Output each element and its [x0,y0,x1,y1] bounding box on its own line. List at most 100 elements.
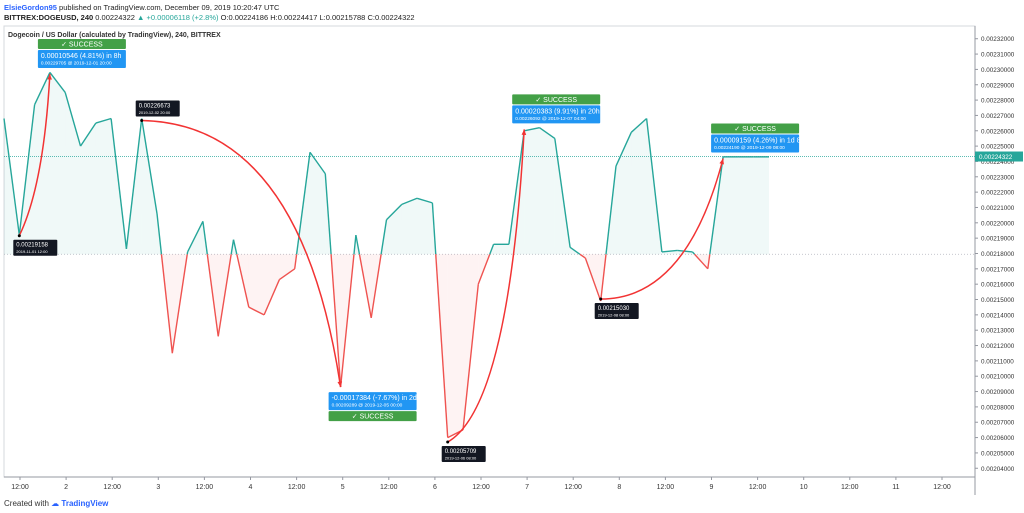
y-tick-label: 0.00218000 [981,251,1015,258]
forecast-start-time: 2019-12-06 08:00 [445,456,477,461]
tradingview-cloud-icon: ☁ [51,499,60,508]
x-tick-label: 11 [892,484,899,491]
arrow-head [47,73,52,80]
price-line-down [160,254,173,354]
change-text: ▲ +0.00006118 (+2.8%) [137,13,219,22]
forecast-result-time: 0.00226092 @ 2019-12-07 04:00 [515,116,586,122]
price-line-up [355,234,361,255]
x-tick-label: 12:00 [380,484,398,491]
forecast-start-price: 0.00219158 [16,243,48,249]
forecast-start-dot [446,440,450,444]
forecast-success-badge [711,123,800,134]
x-tick-label: 10 [800,484,808,491]
price-line-down [707,254,711,269]
price-line-down [294,254,298,269]
forecast-result-time: 0.00224190 @ 2019-12-09 08:00 [714,145,785,151]
forecast-start-dot [599,297,603,301]
y-tick-label: 0.00230000 [981,67,1015,74]
y-tick-label: 0.00232000 [981,36,1015,43]
price-line-up [324,173,332,255]
x-tick-label: 2 [64,484,68,491]
price-line-up [33,72,51,105]
y-tick-label: 0.00219000 [981,236,1015,243]
y-tick-label: 0.00226000 [981,128,1015,135]
high-text: H:0.00224417 [270,13,318,22]
area-fill-down [264,254,280,315]
price-line-down [206,254,219,337]
y-tick-label: 0.00229000 [981,82,1015,89]
price-line-down [477,254,491,285]
x-tick-label: 12:00 [11,484,29,491]
price-line-up [230,239,235,255]
price-line-up [524,127,540,132]
price-line-up [416,197,433,204]
x-tick-label: 12:00 [933,484,951,491]
forecast-start-dot [17,234,21,238]
price-line-down [435,254,449,438]
y-tick-label: 0.00223000 [981,174,1015,181]
y-tick-label: 0.00222000 [981,190,1015,197]
area-fill-up [95,118,112,255]
price-line-up [401,197,418,206]
price-line-down [339,254,355,388]
price-line-down [694,253,709,270]
price-line-up [156,213,163,255]
area-fill-up [493,244,509,255]
price-line-down [358,254,372,319]
x-tick-label: 3 [156,484,160,491]
y-tick-label: 0.00215000 [981,297,1015,304]
price-line-up [49,72,66,93]
area-fill-up [738,156,754,255]
forecast-arrow [447,129,525,443]
forecast-start-box [135,100,180,117]
x-tick-label: 8 [617,484,621,491]
area-fill-up [401,198,418,255]
price-line-up [79,122,97,147]
tradingview-brand: TradingView [61,499,109,508]
forecast-success-label: ✓ SUCCESS [61,41,103,48]
chart-title: Dogecoin / US Dollar (calculated by Trad… [8,32,221,39]
price-line-up [386,203,403,221]
price-line-down [584,257,602,302]
area-fill-up [80,123,96,255]
price-line-up [554,138,571,248]
forecast-start-time: 2019-12-08 08:00 [598,313,630,318]
y-tick-label: 0.00225000 [981,144,1015,151]
forecast-start-time: 2019-12-02 20:00 [139,110,171,115]
price-line-down [330,254,342,388]
y-tick-label: 0.00227000 [981,113,1015,120]
price-line-down [462,284,479,430]
forecast-start-dot [140,118,144,122]
x-tick-label: 5 [341,484,345,491]
forecast-start-box [441,446,486,463]
price-line-up [605,165,617,255]
open-text: O:0.00224186 [220,13,269,22]
area-fill-up [631,118,647,255]
author-link[interactable]: ElsieGordon95 [4,3,57,12]
price-line-down [579,253,586,259]
x-tick-label: 12:00 [288,484,306,491]
forecast-start-price: 0.00226673 [139,103,171,109]
price-line-up [202,221,208,255]
area-fill-up [65,92,81,255]
price-line-down [263,279,281,316]
x-tick-label: 12:00 [103,484,121,491]
x-tick-label: 9 [710,484,714,491]
price-line-up [3,118,20,236]
area-fill-up [723,156,739,255]
y-tick-label: 0.00217000 [981,266,1015,273]
price-line-down [600,254,607,302]
arrow-head [719,158,724,165]
area-fill-down [463,254,479,430]
y-tick-label: 0.00209000 [981,389,1015,396]
price-line-up [709,156,724,255]
x-tick-label: 4 [249,484,253,491]
price-line-up [95,117,112,124]
y-tick-label: 0.00212000 [981,343,1015,350]
price-line-down [248,306,265,316]
area-fill-up [524,127,540,255]
y-tick-label: 0.00221000 [981,205,1015,212]
y-tick-label: 0.00204000 [981,466,1015,473]
